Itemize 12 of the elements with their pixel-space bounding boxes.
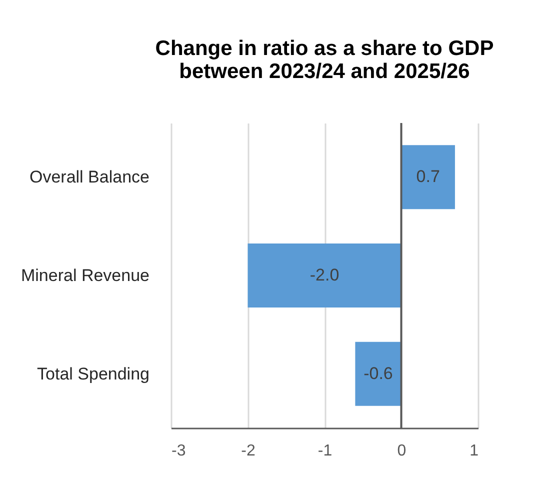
chart-title: Change in ratio as a share to GDP between 2023/24 and 2025/26: [155, 37, 494, 83]
y-tick-label: Total Spending: [37, 364, 150, 384]
y-tick-label: Overall Balance: [29, 168, 150, 187]
x-tick-label: -2: [241, 442, 256, 460]
data-label: -0.6: [364, 364, 393, 383]
y-tick-label: Mineral Revenue: [20, 266, 150, 285]
x-tick-label: 1: [470, 442, 479, 460]
data-label: -2.0: [310, 266, 340, 284]
x-tick-label: -3: [172, 442, 186, 460]
data-label: 0.7: [416, 167, 440, 186]
x-tick-label: 0: [397, 442, 406, 460]
x-tick-label: -1: [318, 442, 332, 460]
